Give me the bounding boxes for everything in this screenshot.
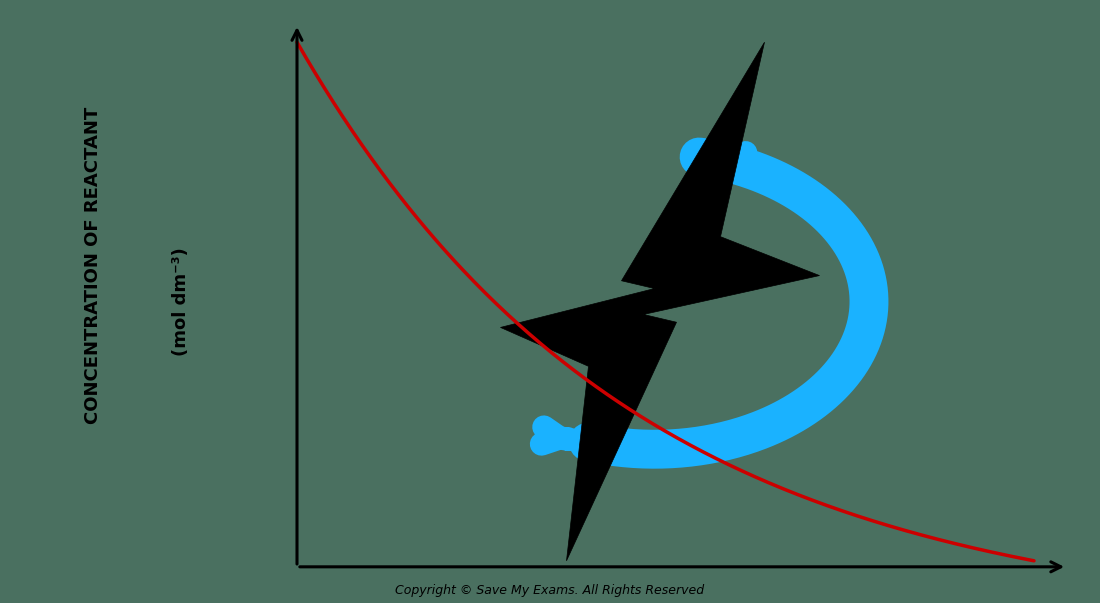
Text: (mol dm⁻³): (mol dm⁻³) — [173, 247, 190, 356]
Text: Copyright © Save My Exams. All Rights Reserved: Copyright © Save My Exams. All Rights Re… — [395, 584, 705, 597]
Text: CONCENTRATION OF REACTANT: CONCENTRATION OF REACTANT — [85, 107, 102, 424]
Polygon shape — [500, 42, 820, 561]
